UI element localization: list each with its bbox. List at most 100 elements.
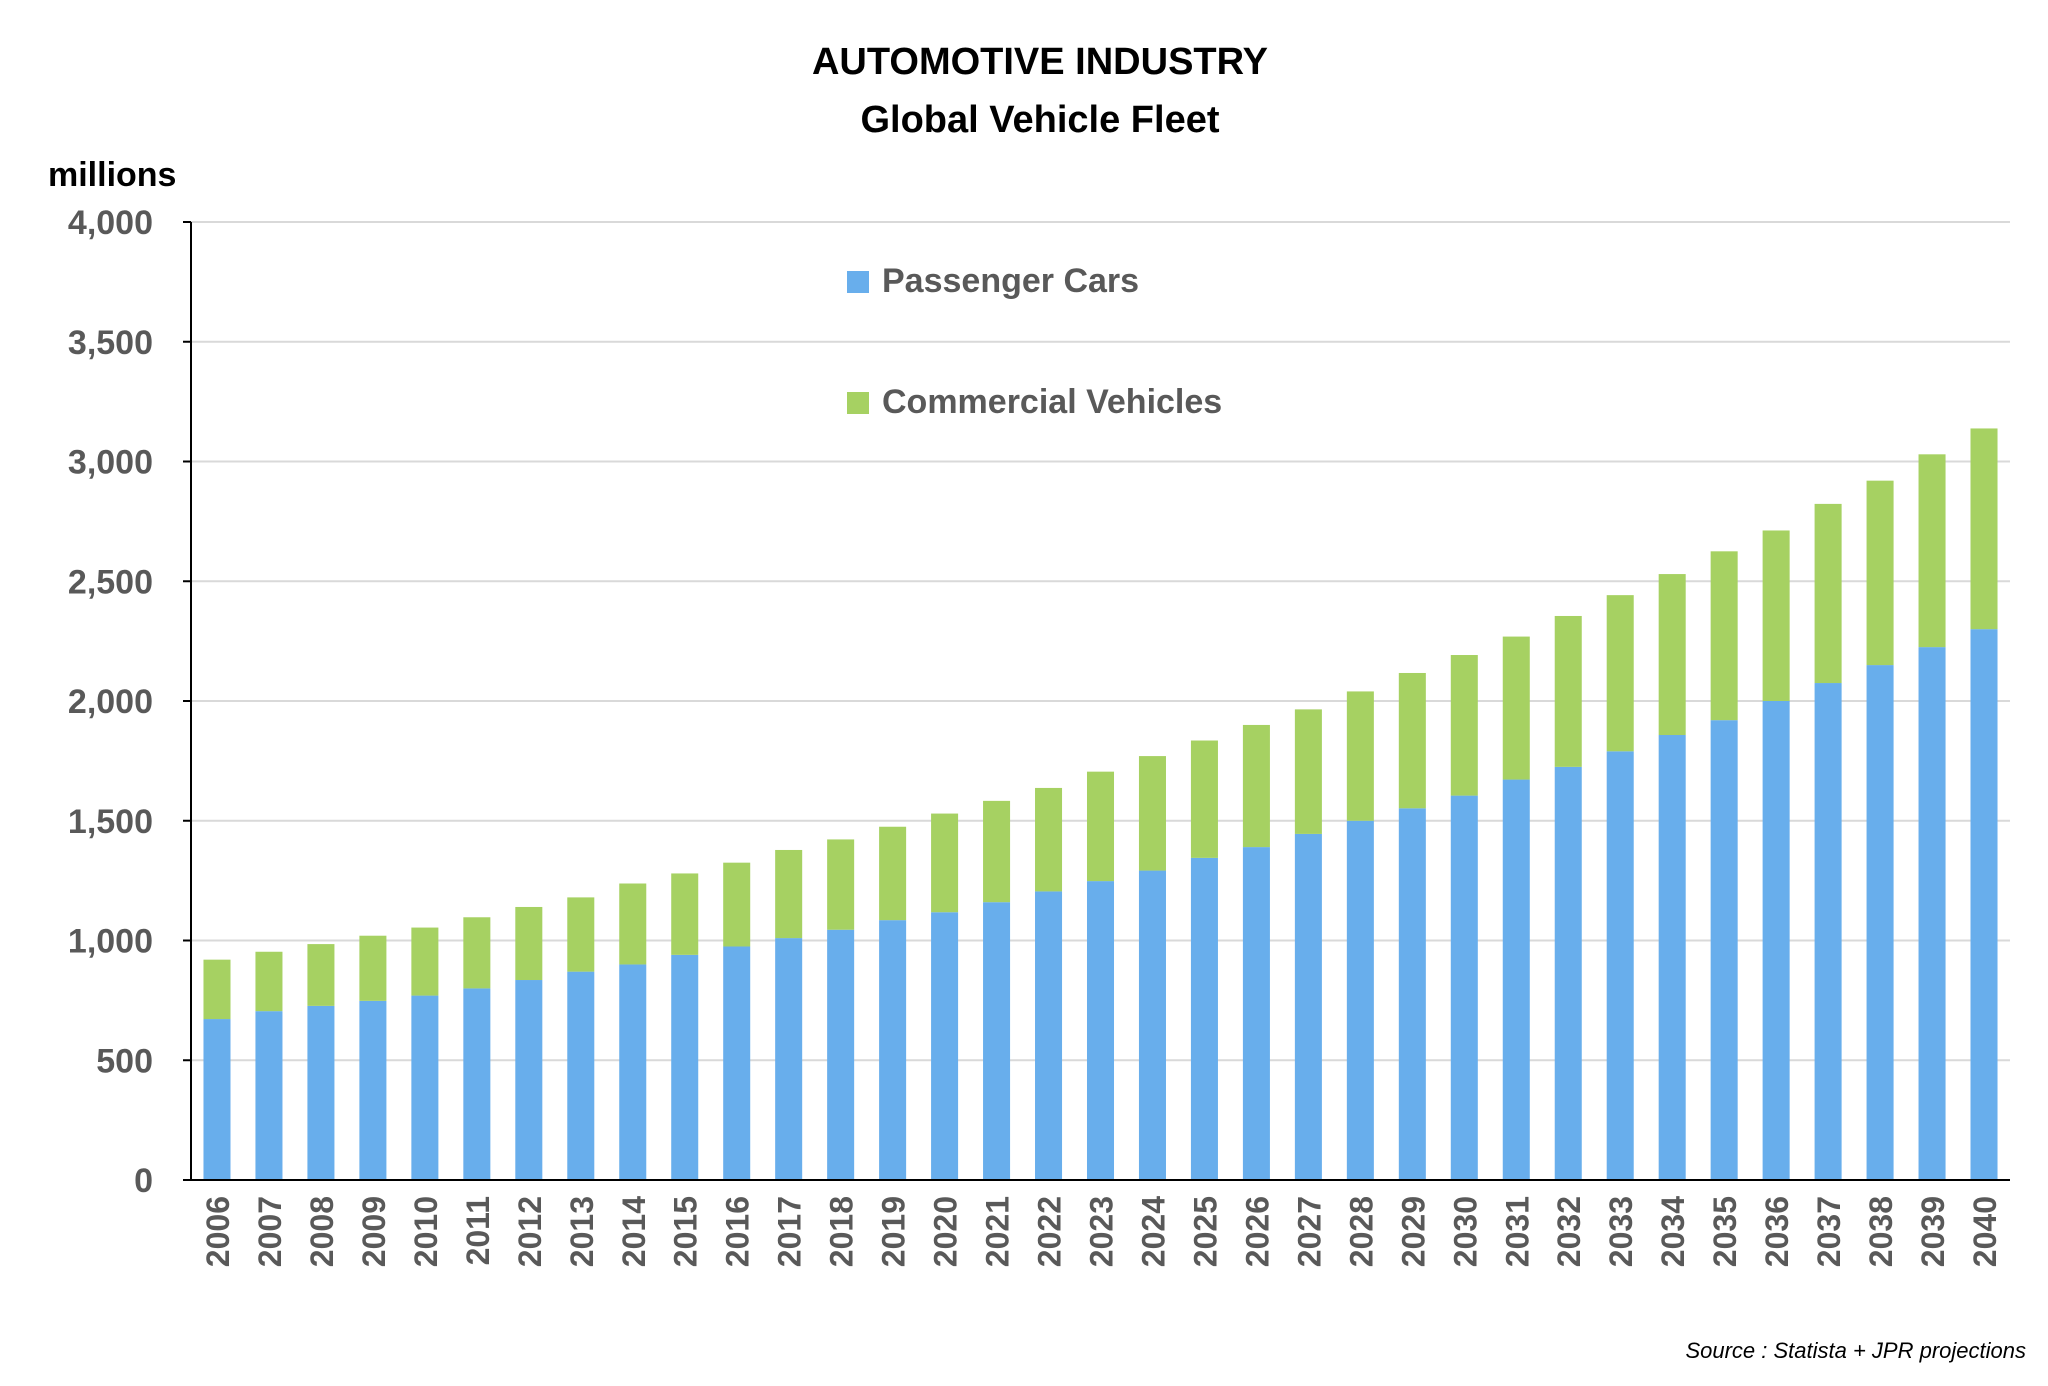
bar-passenger-cars (1554, 766, 1582, 1180)
bars (203, 428, 1998, 1180)
x-tick-label: 2010 (408, 1196, 444, 1267)
bar-passenger-cars (1242, 847, 1270, 1180)
bar-passenger-cars (1970, 629, 1998, 1180)
x-tick-label: 2011 (460, 1196, 496, 1265)
bar-passenger-cars (515, 980, 543, 1180)
bar-commercial-vehicles (1346, 691, 1374, 821)
bar-commercial-vehicles (879, 826, 907, 921)
y-tick-label: 2,500 (68, 563, 153, 601)
bar-commercial-vehicles (1398, 672, 1426, 809)
bar-commercial-vehicles (567, 897, 595, 972)
bar-commercial-vehicles (931, 813, 959, 913)
x-tick-label: 2009 (356, 1196, 392, 1267)
bar-passenger-cars (1450, 795, 1478, 1180)
bar-commercial-vehicles (515, 906, 543, 981)
x-tick-label: 2026 (1239, 1196, 1275, 1267)
chart-title: AUTOMOTIVE INDUSTRY (812, 41, 1268, 83)
bar-commercial-vehicles (1762, 530, 1790, 701)
x-tick-label: 2033 (1603, 1196, 1639, 1267)
legend-item-commercial-vehicles: Commercial Vehicles (847, 383, 1222, 421)
x-tick-label: 2012 (512, 1196, 548, 1267)
bar-passenger-cars (879, 920, 907, 1180)
x-tick-label: 2034 (1655, 1196, 1691, 1267)
bar-commercial-vehicles (359, 935, 387, 1001)
bar-commercial-vehicles (1554, 615, 1582, 767)
bar-passenger-cars (775, 938, 803, 1180)
y-tick-label: 0 (134, 1162, 153, 1200)
legend-swatch-commercial-vehicles (847, 392, 869, 414)
bar-passenger-cars (203, 1019, 231, 1180)
bar-passenger-cars (1346, 820, 1374, 1180)
x-tick-label: 2029 (1395, 1196, 1431, 1267)
bar-passenger-cars (1294, 833, 1322, 1180)
x-tick-label: 2040 (1967, 1196, 2003, 1267)
bar-passenger-cars (1866, 665, 1894, 1180)
bar-passenger-cars (1086, 881, 1115, 1180)
bar-commercial-vehicles (1502, 636, 1530, 780)
bar-passenger-cars (931, 912, 959, 1180)
bar-commercial-vehicles (1086, 771, 1115, 882)
x-tick-label: 2037 (1811, 1196, 1847, 1267)
y-tick-label: 2,000 (68, 683, 153, 721)
x-tick-label: 2030 (1447, 1196, 1483, 1267)
x-tick-label: 2031 (1499, 1196, 1535, 1267)
x-tick-label: 2020 (928, 1196, 964, 1267)
legend-swatch-passenger-cars (847, 271, 869, 293)
bar-commercial-vehicles (827, 839, 855, 930)
bar-passenger-cars (463, 988, 491, 1180)
legend-item-passenger-cars: Passenger Cars (847, 262, 1139, 300)
bar-passenger-cars (1658, 735, 1686, 1180)
bar-commercial-vehicles (1814, 503, 1842, 684)
x-tick-label: 2008 (304, 1196, 340, 1267)
bar-commercial-vehicles (723, 862, 751, 947)
x-tick-label: 2038 (1863, 1196, 1899, 1267)
x-axis-ticks: 2006 2007 2008 2009 2010 2011 2012 2013 2014 2015… (200, 1196, 2003, 1267)
x-tick-label: 2039 (1915, 1196, 1951, 1267)
bar-commercial-vehicles (463, 917, 491, 989)
bar-commercial-vehicles (1035, 787, 1063, 892)
x-tick-label: 2028 (1343, 1196, 1379, 1267)
y-axis-unit-label: millions (48, 156, 176, 194)
bar-commercial-vehicles (1242, 724, 1270, 848)
bar-commercial-vehicles (203, 959, 231, 1020)
bar-passenger-cars (1502, 779, 1530, 1180)
bar-passenger-cars (307, 1005, 335, 1180)
bar-passenger-cars (1606, 751, 1634, 1180)
bar-commercial-vehicles (1138, 756, 1166, 871)
x-tick-label: 2013 (564, 1196, 600, 1267)
x-tick-label: 2007 (252, 1196, 288, 1267)
y-tick-label: 1,000 (68, 923, 153, 961)
x-tick-label: 2022 (1032, 1196, 1068, 1267)
bar-passenger-cars (723, 946, 751, 1180)
bar-passenger-cars (411, 995, 439, 1180)
y-tick-label: 3,500 (68, 324, 153, 362)
bar-passenger-cars (1814, 683, 1842, 1180)
x-tick-label: 2027 (1291, 1196, 1327, 1267)
bar-passenger-cars (255, 1011, 283, 1180)
bar-commercial-vehicles (1918, 454, 1946, 648)
legend-label-commercial-vehicles: Commercial Vehicles (882, 383, 1222, 421)
bar-commercial-vehicles (1294, 709, 1322, 834)
bar-commercial-vehicles (1710, 551, 1738, 721)
axes (190, 222, 2010, 1181)
bar-commercial-vehicles (307, 944, 335, 1006)
x-tick-label: 2016 (720, 1196, 756, 1267)
bar-passenger-cars (619, 964, 647, 1180)
chart-subtitle: Global Vehicle Fleet (860, 99, 1219, 141)
x-tick-label: 2021 (980, 1196, 1016, 1267)
bar-passenger-cars (827, 929, 855, 1180)
legend-label-passenger-cars: Passenger Cars (882, 262, 1139, 300)
bar-commercial-vehicles (619, 883, 647, 965)
x-tick-label: 2032 (1551, 1196, 1587, 1267)
bar-passenger-cars (1035, 891, 1063, 1180)
bar-commercial-vehicles (255, 951, 283, 1012)
bar-passenger-cars (983, 902, 1011, 1180)
bar-commercial-vehicles (1970, 428, 1998, 630)
bar-commercial-vehicles (1190, 740, 1218, 858)
bar-passenger-cars (567, 971, 595, 1180)
bar-passenger-cars (1138, 870, 1166, 1180)
y-tick-label: 1,500 (68, 803, 153, 841)
bar-commercial-vehicles (1658, 574, 1686, 736)
bar-commercial-vehicles (671, 873, 699, 955)
